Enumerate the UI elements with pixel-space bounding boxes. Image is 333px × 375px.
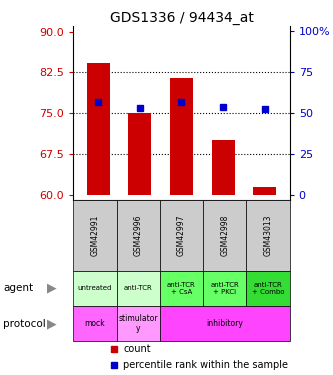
Bar — [203, 200, 246, 271]
Text: GSM42997: GSM42997 — [177, 214, 186, 256]
Text: mock: mock — [85, 319, 105, 328]
Text: GSM42991: GSM42991 — [90, 215, 100, 256]
Text: anti-TCR
+ Combo: anti-TCR + Combo — [252, 282, 284, 295]
Text: anti-TCR
+ CsA: anti-TCR + CsA — [167, 282, 196, 295]
Text: ▶: ▶ — [47, 317, 56, 330]
Bar — [87, 63, 110, 195]
Bar — [117, 271, 160, 306]
Text: count: count — [123, 344, 151, 354]
Bar — [246, 200, 290, 271]
Bar — [246, 271, 290, 306]
Text: ▶: ▶ — [47, 282, 56, 295]
Text: untreated: untreated — [78, 285, 112, 291]
Bar — [170, 78, 193, 195]
Bar — [203, 271, 246, 306]
Text: anti-TCR: anti-TCR — [124, 285, 153, 291]
Bar — [160, 200, 203, 271]
Bar — [73, 306, 117, 341]
Text: GSM42996: GSM42996 — [134, 214, 143, 256]
Text: inhibitory: inhibitory — [206, 319, 243, 328]
Bar — [73, 271, 117, 306]
Text: GSM43013: GSM43013 — [263, 214, 273, 256]
Bar — [253, 186, 276, 195]
Bar — [117, 200, 160, 271]
Bar — [129, 113, 151, 195]
Text: stimulator
y: stimulator y — [119, 314, 158, 333]
Bar — [212, 140, 234, 195]
Text: GSM42998: GSM42998 — [220, 215, 229, 256]
Text: protocol: protocol — [3, 319, 46, 329]
Title: GDS1336 / 94434_at: GDS1336 / 94434_at — [110, 11, 253, 25]
Bar — [117, 306, 160, 341]
Text: agent: agent — [3, 284, 33, 293]
Bar — [160, 306, 290, 341]
Text: anti-TCR
+ PKCi: anti-TCR + PKCi — [210, 282, 239, 295]
Bar — [73, 200, 117, 271]
Text: percentile rank within the sample: percentile rank within the sample — [123, 360, 288, 370]
Bar — [160, 271, 203, 306]
